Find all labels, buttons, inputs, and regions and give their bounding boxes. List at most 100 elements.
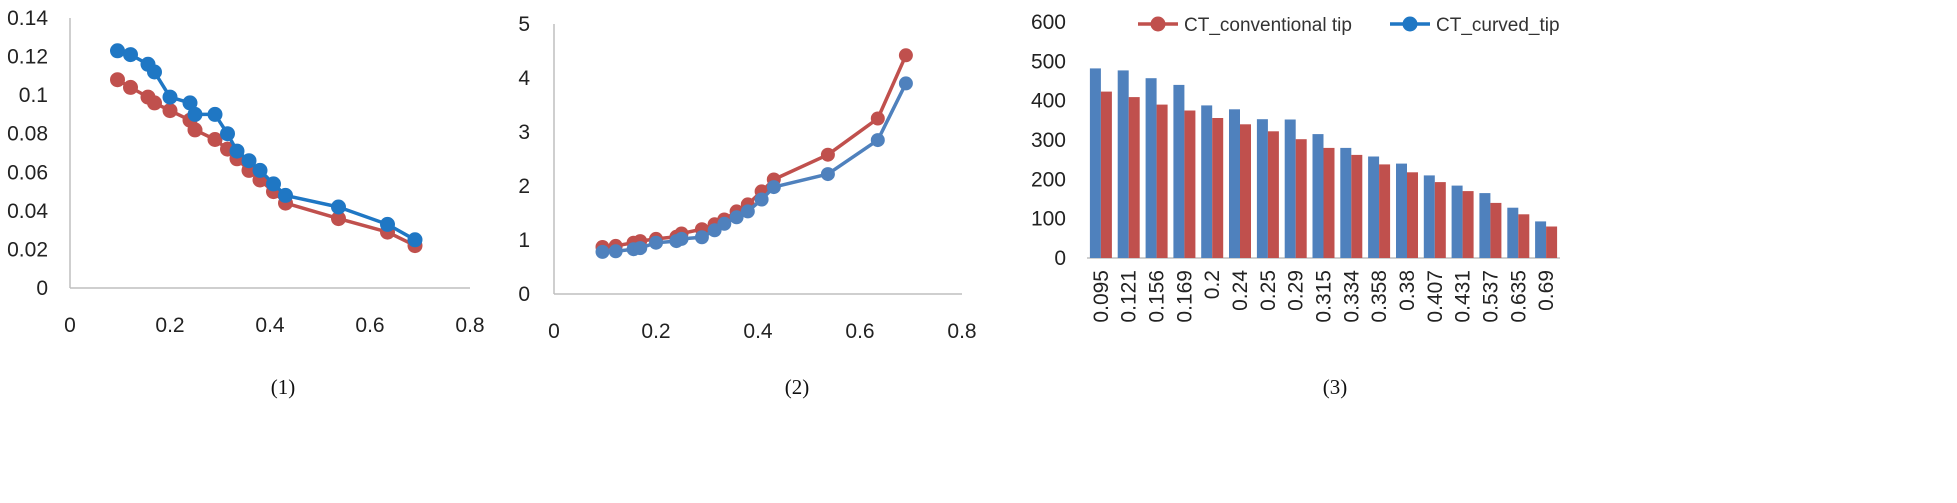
chart-1-series-1-point bbox=[110, 72, 125, 88]
chart-2-y-tick-label: 0 bbox=[518, 283, 530, 306]
chart-2-series-2-point bbox=[633, 241, 648, 256]
chart-1-series-1-point bbox=[162, 103, 178, 119]
chart-1-y-tick-label: 0.08 bbox=[7, 123, 48, 146]
chart-3-x-tick-label: 0.156 bbox=[1146, 270, 1169, 323]
chart-2-series-1-point bbox=[820, 147, 835, 162]
chart-3-bar-conventional bbox=[1351, 154, 1363, 258]
chart-3-y-ticks: 0 100 200 300 400 500 600 bbox=[1031, 11, 1066, 270]
chart-2-y-tick-label: 5 bbox=[518, 13, 530, 36]
chart-1-y-tick-label: 0.02 bbox=[7, 238, 48, 261]
chart-2-x-tick-label: 0.4 bbox=[743, 320, 773, 343]
chart-3-bar-curved bbox=[1117, 70, 1129, 259]
chart-3-bar-conventional bbox=[1128, 97, 1140, 258]
chart-3-y-tick-label: 0 bbox=[1054, 247, 1066, 270]
chart-1-series-2-point bbox=[266, 176, 281, 192]
chart-1-series-2-point bbox=[380, 216, 395, 232]
chart-3-caption: (3) bbox=[1323, 375, 1348, 399]
chart-2-series-2-point bbox=[694, 230, 709, 245]
chart-3-bar-conventional bbox=[1295, 139, 1307, 258]
chart-1-series-2-point bbox=[123, 47, 138, 63]
chart-3-bar-conventional bbox=[1156, 104, 1168, 258]
chart-1-series-1-point bbox=[187, 122, 203, 138]
chart-3-x-tick-label: 0.38 bbox=[1396, 270, 1419, 311]
chart-2-x-tick-label: 0.6 bbox=[845, 320, 874, 343]
chart-3-x-tick-label: 0.358 bbox=[1368, 270, 1391, 323]
chart-2-series-2-point bbox=[717, 216, 732, 231]
chart-3-x-tick-label: 0.29 bbox=[1285, 270, 1308, 311]
chart-1-x-tick-label: 0.2 bbox=[155, 314, 184, 337]
chart-1-x-ticks: 0 0.2 0.4 0.6 0.8 bbox=[64, 314, 484, 337]
chart-2-series-2-point bbox=[870, 133, 885, 148]
chart-1-series-2-point bbox=[207, 106, 223, 122]
chart-1-series-2-line bbox=[117, 49, 416, 242]
chart-3-bar-conventional bbox=[1323, 147, 1335, 258]
chart-3-x-tick-label: 0.25 bbox=[1257, 270, 1280, 311]
chart-2-series-2-point bbox=[674, 231, 689, 246]
chart-2-series-1-point bbox=[898, 48, 913, 63]
chart-3-x-tick-label: 0.315 bbox=[1313, 270, 1336, 323]
chart-3-bar-conventional bbox=[1379, 164, 1391, 258]
chart-3-bar-conventional bbox=[1407, 172, 1418, 258]
chart-1-series-2-point bbox=[220, 126, 235, 142]
chart-3-legend-marker bbox=[1402, 16, 1418, 32]
chart-3-x-tick-label: 0.169 bbox=[1173, 270, 1196, 323]
chart-3-x-ticks: 0.095 0.121 0.156 0.169 0.2 0.24 0.25 0.29 0.315… bbox=[1090, 270, 1558, 323]
chart-2: 0 1 2 3 4 5 0 0.2 0.4 0.6 0.8 (2) bbox=[518, 13, 976, 399]
chart-3-legend: CT_conventional tip CT_curved_tip bbox=[1138, 15, 1560, 36]
chart-1-series-2-point bbox=[407, 232, 423, 248]
chart-2-y-tick-label: 2 bbox=[518, 175, 530, 198]
chart-3-bar-curved bbox=[1507, 207, 1519, 258]
chart-2-series-2-point bbox=[649, 235, 663, 250]
chart-3-x-tick-label: 0.334 bbox=[1340, 270, 1363, 323]
chart-3-bar-conventional bbox=[1184, 110, 1196, 258]
chart-1-x-tick-label: 0 bbox=[64, 314, 76, 337]
chart-3-y-tick-label: 100 bbox=[1031, 208, 1066, 231]
chart-2-x-tick-label: 0 bbox=[548, 320, 560, 343]
chart-1-series bbox=[110, 43, 423, 254]
chart-3-x-tick-label: 0.407 bbox=[1424, 270, 1447, 323]
chart-2-y-tick-label: 3 bbox=[518, 121, 530, 144]
chart-3-bar-curved bbox=[1173, 84, 1185, 259]
chart-3-x-tick-label: 0.69 bbox=[1535, 270, 1558, 311]
chart-1-series-2-point bbox=[252, 162, 268, 178]
chart-2-x-tick-label: 0.2 bbox=[641, 320, 670, 343]
chart-3-y-tick-label: 600 bbox=[1031, 11, 1066, 34]
chart-1-x-tick-label: 0.8 bbox=[455, 314, 484, 337]
chart-3-bar-curved bbox=[1089, 68, 1101, 259]
chart-3-x-tick-label: 0.24 bbox=[1229, 270, 1252, 311]
chart-1-caption: (1) bbox=[271, 375, 296, 399]
chart-3-bar-curved bbox=[1340, 147, 1352, 258]
chart-3-y-tick-label: 500 bbox=[1031, 50, 1066, 73]
chart-3-bar-conventional bbox=[1240, 124, 1251, 258]
chart-3-bar-curved bbox=[1479, 193, 1491, 258]
chart-3-x-tick-label: 0.537 bbox=[1479, 270, 1502, 323]
chart-2-series-2-point bbox=[740, 204, 755, 219]
chart-3-bar-curved bbox=[1423, 175, 1435, 258]
chart-3-bar-conventional bbox=[1434, 182, 1446, 258]
chart-3-bar-conventional bbox=[1546, 226, 1558, 258]
chart-1-series-2-point bbox=[278, 187, 293, 203]
chart-3-bar-curved bbox=[1396, 163, 1407, 258]
chart-3-y-tick-label: 200 bbox=[1031, 168, 1066, 191]
chart-2-caption: (2) bbox=[785, 375, 810, 399]
chart-1-series-1-point bbox=[147, 95, 162, 111]
chart-2-series-2-point bbox=[754, 192, 769, 207]
chart-3-x-tick-label: 0.095 bbox=[1090, 270, 1113, 323]
chart-3-y-tick-label: 400 bbox=[1031, 90, 1066, 113]
chart-2-series-2-point bbox=[608, 244, 623, 259]
chart-3-bar-curved bbox=[1229, 109, 1240, 258]
chart-3-x-tick-label: 0.2 bbox=[1201, 270, 1224, 299]
chart-2-series-2-point bbox=[729, 210, 744, 225]
chart-1-y-tick-label: 0.1 bbox=[19, 84, 48, 107]
chart-3-bar-curved bbox=[1256, 119, 1268, 258]
chart-1-x-tick-label: 0.4 bbox=[255, 314, 285, 337]
chart-1-y-tick-label: 0 bbox=[36, 277, 48, 300]
chart-3-bar-conventional bbox=[1100, 91, 1112, 258]
chart-3-legend-marker bbox=[1150, 16, 1166, 32]
chart-3-bars bbox=[1089, 68, 1558, 259]
chart-2-series-2-point bbox=[595, 244, 610, 259]
chart-2-series-2-point bbox=[898, 76, 913, 91]
chart-2-series-1-point bbox=[870, 111, 885, 126]
chart-3-x-tick-label: 0.121 bbox=[1118, 270, 1141, 323]
